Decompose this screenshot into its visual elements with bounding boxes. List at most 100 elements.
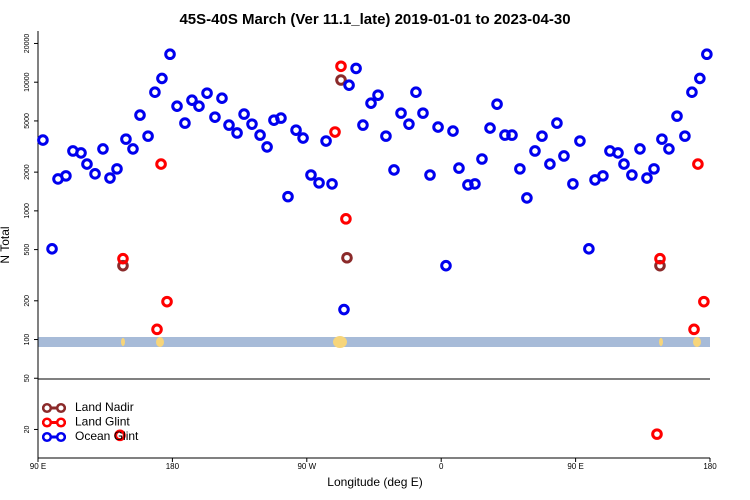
y-tick-label: 200 bbox=[24, 295, 31, 307]
point bbox=[282, 190, 294, 203]
point bbox=[403, 118, 415, 130]
point bbox=[388, 164, 400, 176]
point bbox=[634, 143, 646, 155]
y-tick-label: 2000 bbox=[24, 164, 31, 180]
point bbox=[491, 98, 503, 110]
point bbox=[60, 170, 72, 182]
point bbox=[476, 153, 488, 165]
point bbox=[127, 143, 139, 155]
point bbox=[320, 135, 332, 147]
point bbox=[536, 130, 548, 142]
point bbox=[97, 143, 109, 155]
point bbox=[612, 147, 624, 159]
point bbox=[305, 169, 317, 181]
point bbox=[156, 72, 168, 85]
point bbox=[201, 87, 213, 99]
point bbox=[626, 169, 638, 181]
point bbox=[551, 117, 563, 129]
point bbox=[161, 295, 173, 308]
point bbox=[329, 126, 341, 138]
point bbox=[111, 163, 123, 175]
y-axis-label: N Total bbox=[0, 226, 12, 263]
point bbox=[164, 48, 176, 61]
point bbox=[357, 119, 369, 131]
point bbox=[75, 147, 87, 159]
point bbox=[453, 162, 465, 174]
point bbox=[365, 97, 377, 109]
legend-marker bbox=[55, 417, 67, 428]
point bbox=[671, 110, 683, 122]
point bbox=[432, 121, 444, 133]
point bbox=[37, 134, 49, 146]
point bbox=[209, 111, 221, 123]
point bbox=[231, 127, 243, 139]
legend-marker bbox=[55, 431, 67, 443]
x-tick-label: 90 E bbox=[567, 462, 583, 471]
point bbox=[618, 158, 630, 170]
x-tick-label: 180 bbox=[703, 462, 717, 471]
point bbox=[117, 252, 129, 265]
point bbox=[134, 109, 146, 121]
chart-title: 45S-40S March (Ver 11.1_late) 2019-01-01… bbox=[179, 11, 570, 28]
point bbox=[469, 178, 481, 190]
point bbox=[335, 60, 347, 73]
point bbox=[499, 129, 511, 141]
y-tick-label: 500 bbox=[24, 244, 31, 256]
point bbox=[651, 428, 663, 440]
legend-marker bbox=[55, 402, 67, 414]
point bbox=[104, 172, 116, 184]
point bbox=[179, 117, 191, 129]
point bbox=[447, 125, 459, 137]
x-tick-label: 90 E bbox=[30, 462, 46, 471]
point bbox=[341, 251, 353, 264]
point bbox=[142, 130, 154, 142]
y-tick-label: 50 bbox=[24, 374, 31, 382]
point bbox=[544, 158, 556, 170]
point bbox=[297, 132, 309, 144]
x-tick-label: 90 W bbox=[297, 462, 316, 471]
point bbox=[597, 170, 609, 182]
point bbox=[440, 259, 452, 272]
point bbox=[686, 86, 698, 99]
point bbox=[688, 323, 700, 336]
point bbox=[193, 100, 205, 112]
point bbox=[656, 133, 668, 145]
point bbox=[326, 178, 338, 190]
point bbox=[335, 74, 347, 86]
legend-marker bbox=[41, 402, 53, 414]
point bbox=[583, 243, 595, 255]
point bbox=[654, 252, 666, 265]
point bbox=[313, 177, 325, 189]
point bbox=[698, 295, 710, 308]
point bbox=[654, 259, 666, 272]
point bbox=[223, 119, 235, 131]
y-tick-label: 10000 bbox=[24, 72, 31, 92]
point bbox=[261, 141, 273, 153]
point bbox=[246, 118, 258, 130]
point bbox=[81, 158, 93, 170]
point bbox=[521, 192, 533, 204]
x-tick-label: 180 bbox=[166, 462, 180, 471]
point bbox=[114, 429, 126, 442]
point bbox=[424, 169, 436, 181]
point bbox=[350, 62, 362, 75]
point bbox=[484, 122, 496, 134]
x-axis-label: Longitude (deg E) bbox=[327, 475, 422, 489]
point bbox=[663, 143, 675, 155]
point bbox=[89, 168, 101, 180]
legend-label: Ocean Glint bbox=[75, 429, 139, 443]
point bbox=[648, 163, 660, 175]
x-tick-label: 0 bbox=[439, 462, 444, 471]
point bbox=[529, 145, 541, 157]
point bbox=[171, 100, 183, 112]
point bbox=[701, 48, 713, 61]
point bbox=[186, 94, 198, 106]
point bbox=[395, 107, 407, 119]
point bbox=[417, 107, 429, 119]
point bbox=[149, 86, 161, 99]
point bbox=[574, 135, 586, 147]
legend-marker bbox=[41, 431, 53, 443]
point bbox=[117, 259, 129, 272]
y-tick-label: 5000 bbox=[24, 113, 31, 129]
